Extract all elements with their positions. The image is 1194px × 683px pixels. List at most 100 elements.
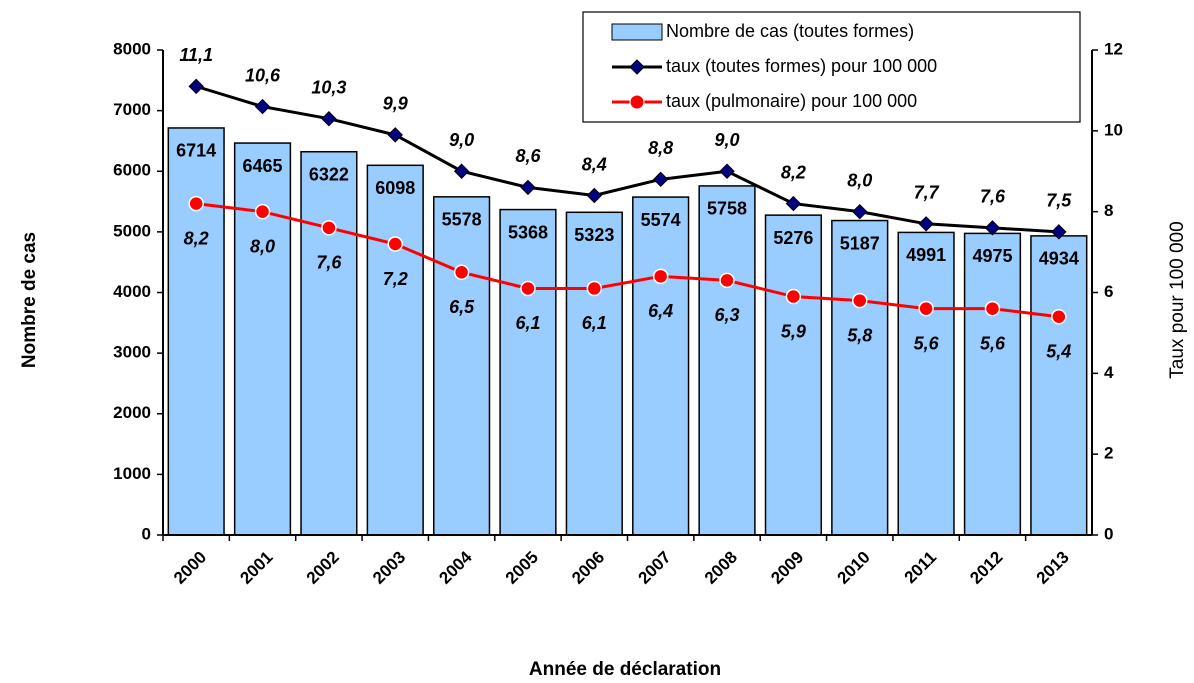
bar-label: 6714 xyxy=(176,141,216,161)
bar xyxy=(897,231,955,536)
y2-tick-label: 4 xyxy=(1104,363,1114,382)
y2-tick-label: 12 xyxy=(1104,39,1123,58)
x-tick-label: 2000 xyxy=(170,548,210,588)
bar xyxy=(831,219,889,536)
line-marker xyxy=(586,187,603,204)
y2-tick-label: 8 xyxy=(1104,201,1113,220)
line-marker xyxy=(984,300,1001,317)
line-marker xyxy=(254,98,271,115)
line xyxy=(195,84,1059,234)
line-marker xyxy=(852,203,868,220)
line-label: 8,2 xyxy=(184,228,209,248)
line-label: 7,5 xyxy=(1046,191,1072,211)
line-label: 7,6 xyxy=(316,253,342,273)
line-label: 6,1 xyxy=(582,313,607,333)
line-marker xyxy=(453,264,470,281)
y-tick-label: 5000 xyxy=(113,221,151,240)
line-marker xyxy=(254,203,271,220)
line-marker xyxy=(1051,309,1067,325)
bar xyxy=(565,211,623,536)
y-tick-label: 8000 xyxy=(113,39,151,58)
line-label: 7,7 xyxy=(914,183,940,203)
y2-tick-label: 6 xyxy=(1104,282,1113,301)
bar-label: 5368 xyxy=(508,222,548,242)
bar-label: 6098 xyxy=(375,178,415,198)
line-label: 6,4 xyxy=(648,301,673,321)
x-tick-label: 2012 xyxy=(966,548,1006,588)
legend-label: taux (toutes formes) pour 100 000 xyxy=(666,56,937,76)
line-marker xyxy=(652,171,669,188)
line-marker xyxy=(453,163,470,179)
bar xyxy=(499,208,557,536)
line-label: 6,1 xyxy=(515,313,540,333)
x-tick-label: 2003 xyxy=(369,548,409,588)
y-tick-label: 4000 xyxy=(113,282,151,301)
bar xyxy=(432,196,491,536)
bar-label: 5323 xyxy=(574,225,614,245)
y-tick-label: 1000 xyxy=(113,464,151,483)
line-marker xyxy=(520,179,536,196)
y-tick-label: 6000 xyxy=(113,161,151,180)
line-marker xyxy=(586,280,603,297)
x-tick-label: 2011 xyxy=(901,548,941,588)
bar xyxy=(698,185,756,536)
x-tick-label: 2007 xyxy=(634,548,674,588)
legend-marker xyxy=(629,59,645,75)
line-marker xyxy=(918,216,934,232)
line-marker xyxy=(652,268,669,285)
line-marker xyxy=(520,280,536,297)
x-tick-label: 2001 xyxy=(236,548,276,588)
bar xyxy=(1030,235,1088,536)
bar-label: 5187 xyxy=(840,233,880,253)
bar-label: 4991 xyxy=(906,245,946,265)
bar-label: 5578 xyxy=(442,210,482,230)
bar xyxy=(300,150,358,536)
y2-tick-label: 2 xyxy=(1104,444,1113,463)
line-label: 9,9 xyxy=(383,94,408,114)
y2-tick-label: 0 xyxy=(1104,524,1113,543)
line-label: 5,4 xyxy=(1046,342,1071,362)
bar xyxy=(963,232,1022,536)
legend-label: taux (pulmonaire) pour 100 000 xyxy=(666,91,917,111)
line-marker xyxy=(918,300,934,317)
line-marker xyxy=(321,111,337,127)
line-marker xyxy=(984,220,1001,236)
line-label: 8,0 xyxy=(250,236,275,256)
bar-label: 5758 xyxy=(707,199,747,219)
legend-label: Nombre de cas (toutes formes) xyxy=(666,21,914,41)
line-label: 5,6 xyxy=(980,333,1006,353)
bar xyxy=(233,142,292,536)
line-label: 6,3 xyxy=(715,305,740,325)
y-tick-label: 7000 xyxy=(113,100,151,119)
line-marker xyxy=(188,195,204,212)
line xyxy=(195,202,1060,319)
x-tick-label: 2002 xyxy=(303,548,343,588)
legend-box xyxy=(582,11,1081,123)
y-tick-label: 0 xyxy=(142,524,151,543)
y-axis-title: Nombre de cas xyxy=(19,232,40,368)
bar-label: 4975 xyxy=(972,246,1012,266)
line-marker xyxy=(188,78,204,95)
x-tick-label: 2008 xyxy=(701,548,741,588)
line-label: 8,0 xyxy=(847,170,872,190)
line-label: 8,8 xyxy=(648,138,673,158)
line-label: 5,9 xyxy=(781,321,806,341)
line-marker xyxy=(387,127,403,143)
bar xyxy=(366,164,424,536)
line-label: 10,3 xyxy=(311,77,346,97)
y-tick-label: 2000 xyxy=(113,403,151,422)
x-tick-label: 2005 xyxy=(502,548,542,588)
x-tick-label: 2013 xyxy=(1033,548,1073,588)
x-tick-label: 2004 xyxy=(435,547,476,588)
line-label: 5,8 xyxy=(847,325,872,345)
line-label: 8,4 xyxy=(582,154,607,174)
x-tick-label: 2009 xyxy=(767,548,807,588)
line-marker xyxy=(785,195,802,212)
bar-label: 5276 xyxy=(773,228,813,248)
bar-label: 6322 xyxy=(309,164,349,184)
line-marker xyxy=(852,292,868,309)
line-marker xyxy=(1051,224,1067,240)
line-marker xyxy=(321,220,337,236)
line-marker xyxy=(387,236,403,252)
